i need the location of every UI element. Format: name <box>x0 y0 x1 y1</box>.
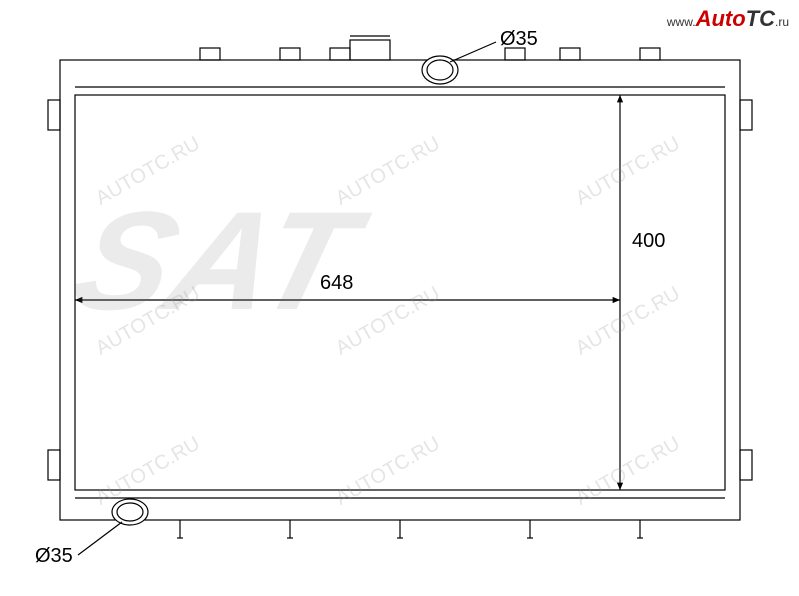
site-logo: www.AutoTC.ru <box>667 6 789 32</box>
dim-width-label: 648 <box>320 272 353 295</box>
logo-www: www. <box>667 15 696 29</box>
dim-port-top-label: Ø35 <box>500 28 538 51</box>
logo-ru: .ru <box>775 15 789 29</box>
dim-port-bottom-label: Ø35 <box>35 545 73 568</box>
logo-auto: Auto <box>696 6 746 31</box>
dim-height-label: 400 <box>632 230 665 253</box>
logo-tc: TC <box>746 6 775 31</box>
drawing-canvas <box>0 0 799 596</box>
